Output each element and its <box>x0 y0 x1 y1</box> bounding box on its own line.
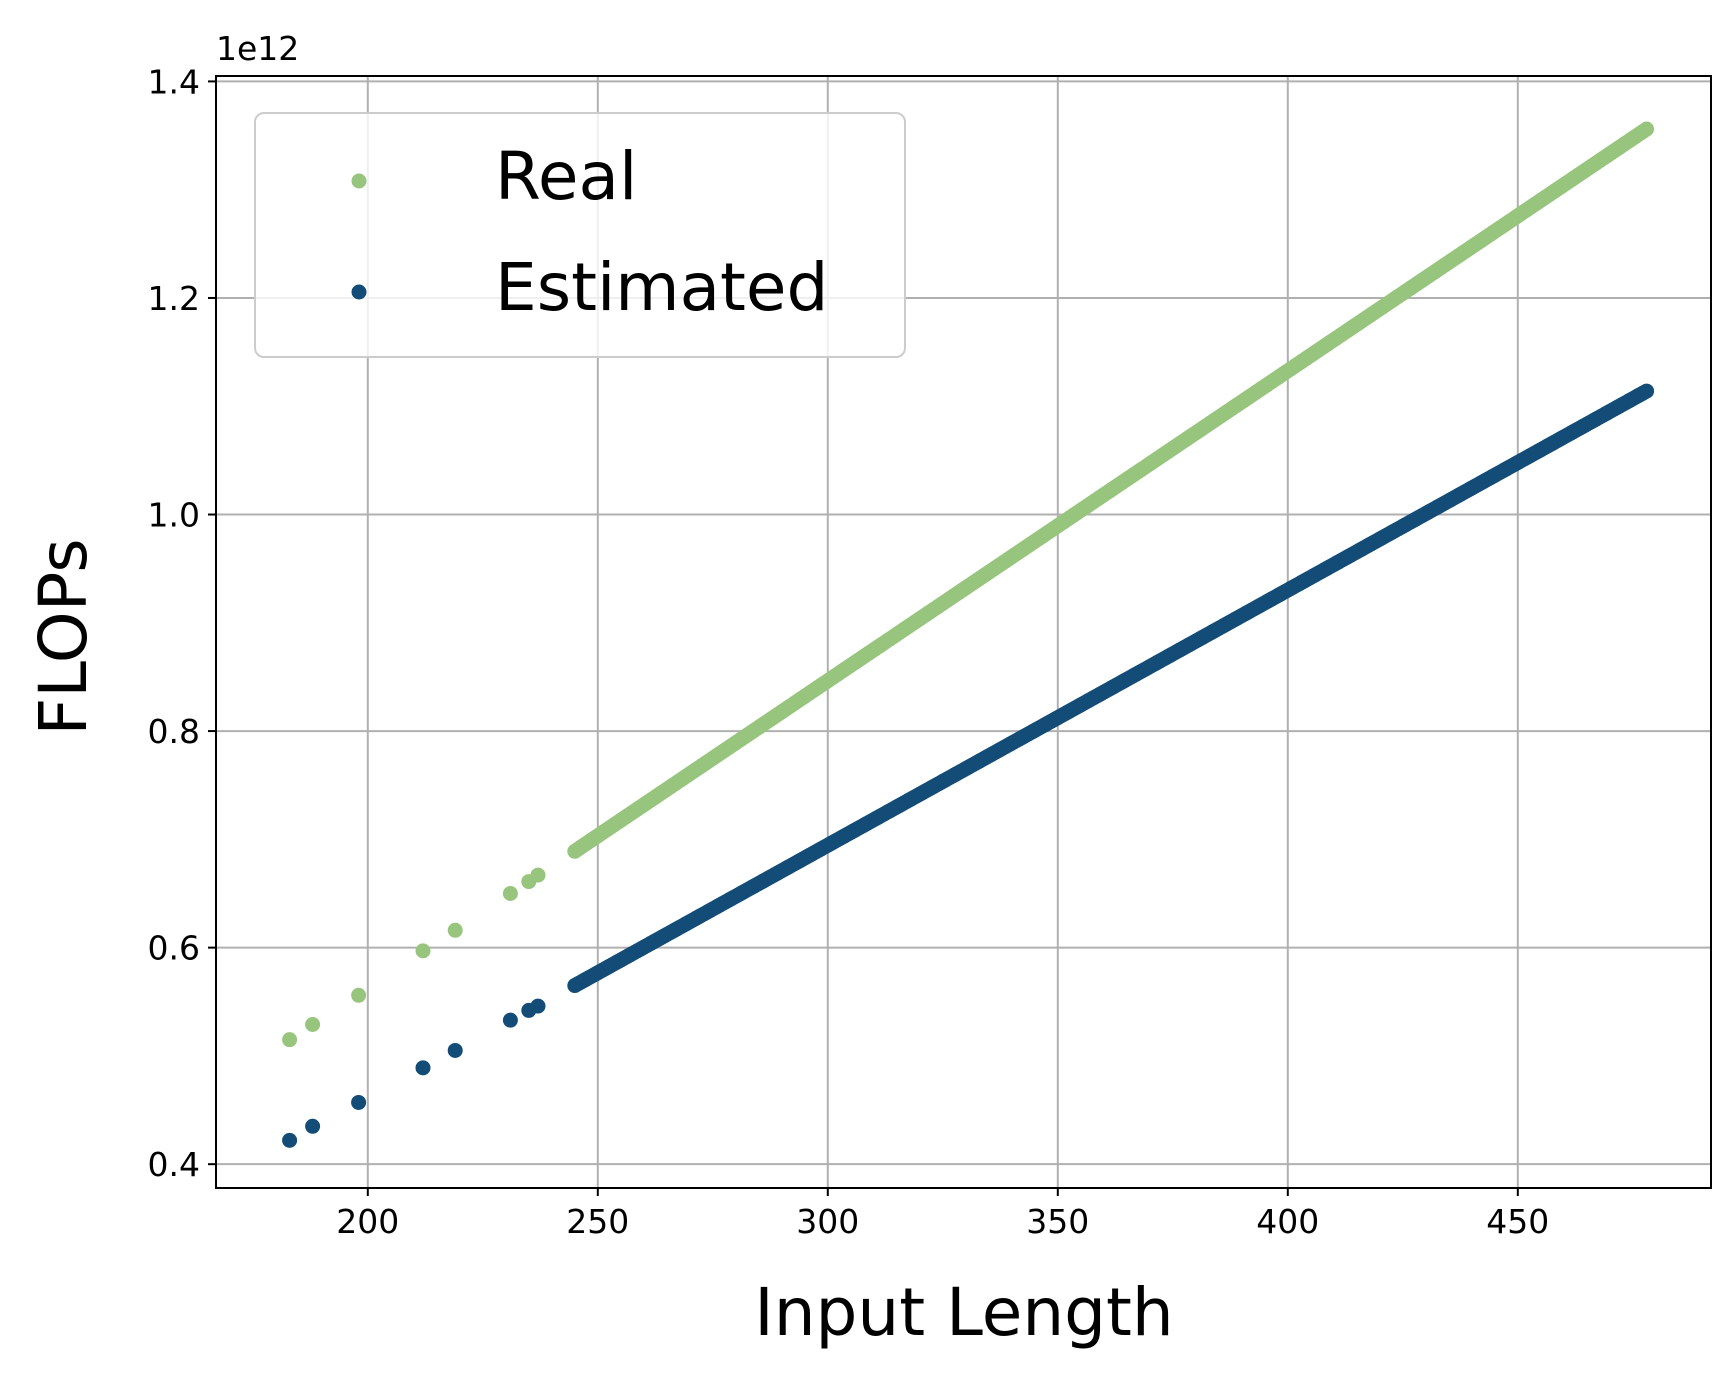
x-tick-label: 450 <box>1486 1202 1549 1241</box>
data-point-estimated <box>1639 383 1655 399</box>
legend-marker-real <box>351 173 367 189</box>
plot-frame <box>215 75 1712 1189</box>
legend-label-estimated: Estimated <box>495 249 828 326</box>
y-tick-label: 0.6 <box>148 929 200 968</box>
data-point-real <box>415 943 431 959</box>
x-tick-label: 250 <box>566 1202 629 1241</box>
y-tick-label: 1.4 <box>148 62 200 101</box>
series-real <box>282 121 1655 1048</box>
data-point-real <box>1639 121 1655 137</box>
data-point-real <box>305 1017 321 1033</box>
data-point-real <box>502 885 518 901</box>
data-point-estimated <box>305 1118 321 1134</box>
data-point-real <box>351 987 367 1003</box>
legend-marker-estimated <box>351 284 367 300</box>
data-point-real <box>530 867 546 883</box>
x-tick-label: 300 <box>796 1202 859 1241</box>
data-points <box>282 121 1655 1148</box>
y-tick-label: 1.0 <box>148 496 200 535</box>
data-point-estimated <box>502 1012 518 1028</box>
x-axis-title: Input Length <box>754 1274 1174 1351</box>
y-offset-label: 1e12 <box>216 29 299 68</box>
data-point-estimated <box>415 1060 431 1076</box>
y-tick-label: 0.8 <box>148 712 200 751</box>
data-point-estimated <box>351 1094 367 1110</box>
axis-ticks: 200 250 300 350 400 450 0.4 0.6 0.8 1.0 1.2 1.4 <box>148 62 1550 1241</box>
x-tick-label: 350 <box>1026 1202 1089 1241</box>
data-point-real <box>282 1032 298 1048</box>
y-axis-title: FLOPs <box>25 538 102 735</box>
legend-box <box>254 112 906 358</box>
y-tick-label: 1.2 <box>148 279 200 318</box>
legend-label-real: Real <box>495 138 637 215</box>
data-point-real <box>447 922 463 938</box>
y-tick-label: 0.4 <box>148 1145 200 1184</box>
x-tick-label: 400 <box>1256 1202 1319 1241</box>
series-estimated <box>282 383 1655 1148</box>
data-point-estimated <box>282 1132 298 1148</box>
legend: Real Estimated <box>254 112 906 358</box>
data-point-estimated <box>447 1042 463 1058</box>
x-tick-label: 200 <box>336 1202 399 1241</box>
data-point-estimated <box>530 998 546 1014</box>
